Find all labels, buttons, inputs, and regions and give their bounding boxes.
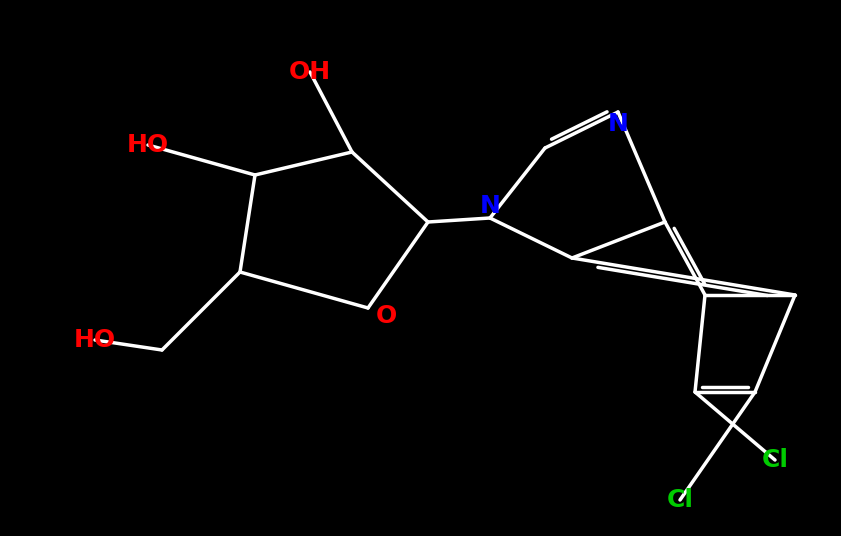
Text: N: N <box>479 194 500 218</box>
Text: HO: HO <box>127 133 169 157</box>
Text: Cl: Cl <box>761 448 789 472</box>
Text: HO: HO <box>74 328 116 352</box>
Text: OH: OH <box>289 60 331 84</box>
Text: Cl: Cl <box>667 488 694 512</box>
Text: O: O <box>375 304 397 328</box>
Text: N: N <box>607 112 628 136</box>
